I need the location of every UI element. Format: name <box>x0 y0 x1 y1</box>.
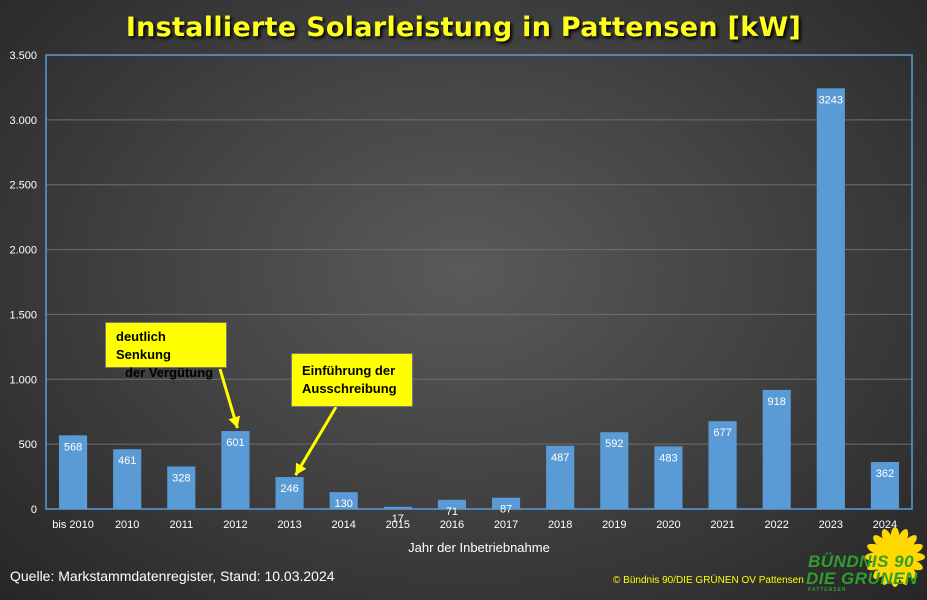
x-tick-label: 2021 <box>710 519 734 531</box>
x-tick-label: 2012 <box>223 519 247 531</box>
data-label: 483 <box>659 452 677 464</box>
y-tick-label: 1.500 <box>9 309 37 321</box>
logo-line1: BÜNDNIS 90 <box>808 552 915 571</box>
party-logo: BÜNDNIS 90 DIE GRÜNEN PATTENSEN <box>800 525 927 600</box>
data-label: 3243 <box>819 94 843 106</box>
annotation-line2: der Vergütung <box>125 365 214 380</box>
bar <box>221 431 250 509</box>
x-axis-ticks: bis 2010 2010 2011 2012 2013 2014 2015 2016 2017… <box>52 519 897 531</box>
plot-area-border <box>45 54 913 510</box>
logo-sub: PATTENSEN <box>808 587 847 593</box>
data-label: 246 <box>280 483 298 495</box>
annotation-line1: Einführung der <box>302 363 396 378</box>
bar <box>329 492 358 509</box>
x-tick-label: 2019 <box>602 519 626 531</box>
bars: 568 461 328 601 246 130 17 71 87 487 592 483 677 918 3… <box>58 88 900 525</box>
y-tick-label: 2.000 <box>9 245 37 257</box>
annotation-arrows <box>218 368 338 476</box>
annotation-arrow-head <box>228 415 241 429</box>
x-tick-label: 2023 <box>819 519 843 531</box>
bar <box>275 477 304 509</box>
x-tick-label: 2016 <box>440 519 464 531</box>
data-label: 601 <box>226 437 244 449</box>
copyright-note: © Bündnis 90/DIE GRÜNEN OV Pattensen <box>613 575 804 586</box>
x-tick-label: 2020 <box>656 519 680 531</box>
x-tick-label: 2013 <box>277 519 301 531</box>
bar <box>383 506 412 509</box>
annotation-line2: Ausschreibung <box>302 381 397 396</box>
y-axis-ticks: 0 500 1.000 1.500 2.000 2.500 3.000 3.500 <box>9 50 37 516</box>
x-tick-label: 2011 <box>169 519 193 531</box>
x-tick-label: bis 2010 <box>52 519 94 531</box>
data-label: 87 <box>500 504 512 516</box>
annotation-verguetung: deutlich Senkung der Vergütung <box>105 322 227 380</box>
data-label: 592 <box>605 438 623 450</box>
annotation-ausschreibung: Einführung der Ausschreibung <box>291 353 413 407</box>
bar <box>816 88 845 509</box>
y-tick-label: 0 <box>31 504 37 516</box>
y-tick-label: 1.000 <box>9 374 37 386</box>
chart-title: Installierte Solarleistung in Pattensen … <box>125 12 802 43</box>
y-tick-label: 3.500 <box>9 50 37 62</box>
data-label: 362 <box>876 468 894 480</box>
data-label: 677 <box>713 427 731 439</box>
x-tick-label: 2014 <box>331 519 355 531</box>
y-tick-label: 500 <box>19 439 37 451</box>
x-tick-label: 2022 <box>764 519 788 531</box>
data-label: 328 <box>172 472 190 484</box>
data-label: 130 <box>335 498 353 510</box>
data-label: 568 <box>64 441 82 453</box>
data-label: 487 <box>551 452 569 464</box>
x-tick-label: 2015 <box>386 519 410 531</box>
data-label: 17 <box>392 513 404 525</box>
x-axis-label: Jahr der Inbetriebnahme <box>408 540 550 555</box>
sunflower-icon <box>865 527 925 587</box>
bar <box>654 446 683 509</box>
bar <box>58 435 88 509</box>
bar <box>113 449 142 509</box>
bar <box>762 389 791 509</box>
annotation-line1: deutlich Senkung <box>116 329 171 362</box>
logo-line2: DIE GRÜNEN <box>806 569 918 588</box>
annotation-arrow-line <box>294 406 338 476</box>
bar <box>546 445 575 509</box>
annotation-arrow-head <box>295 462 307 476</box>
bar <box>600 432 629 509</box>
x-tick-label: 2017 <box>494 519 518 531</box>
bar <box>437 499 467 509</box>
x-tick-label: 2010 <box>115 519 139 531</box>
source-note: Quelle: Markstammdatenregister, Stand: 1… <box>10 568 335 584</box>
x-tick-label: 2018 <box>548 519 572 531</box>
bar <box>870 462 900 509</box>
bar <box>491 497 521 509</box>
data-label: 71 <box>446 506 458 518</box>
y-tick-label: 3.000 <box>9 115 37 127</box>
y-tick-label: 2.500 <box>9 180 37 192</box>
data-label: 461 <box>118 455 136 467</box>
x-tick-label: 2024 <box>873 519 897 531</box>
bar <box>167 466 196 509</box>
data-label: 918 <box>768 396 786 408</box>
bar <box>708 421 737 509</box>
